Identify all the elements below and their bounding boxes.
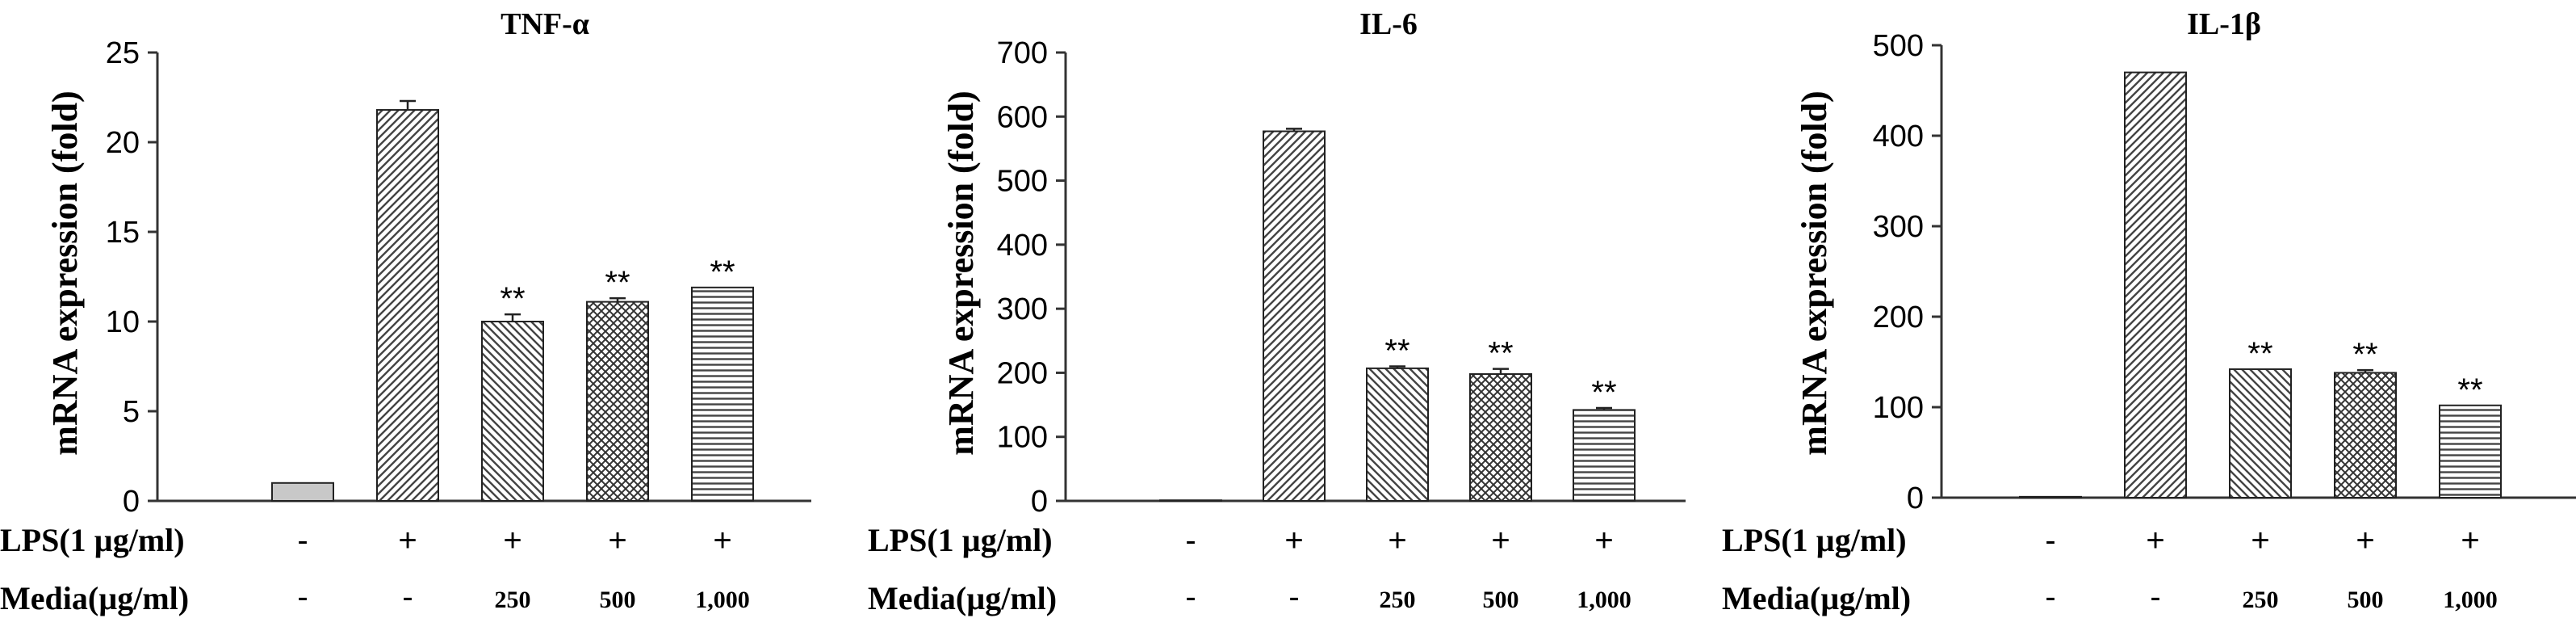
bar	[2334, 372, 2397, 498]
panel-il1b: IL-1β mRNA expression (fold) 0 100 200 300 4…	[1722, 7, 2576, 616]
bar	[2439, 404, 2502, 499]
bar	[376, 109, 439, 502]
lps-condition-label: +	[1284, 523, 1303, 558]
bar	[586, 301, 649, 502]
significance-marker: **	[710, 254, 735, 290]
bar	[2124, 71, 2187, 499]
media-dose-label: -	[1288, 579, 1299, 615]
bar	[271, 482, 334, 502]
lps-condition-label: +	[2356, 523, 2374, 558]
lps-condition-label: -	[2045, 523, 2055, 558]
media-dose-label: 1,000	[2443, 587, 2498, 613]
lps-condition-label: +	[713, 523, 731, 558]
lps-condition-label: +	[398, 523, 417, 558]
significance-marker: **	[2352, 337, 2377, 372]
significance-marker: **	[2457, 372, 2482, 408]
y-axis-label: mRNA expression (fold)	[45, 90, 85, 455]
lps-row-label: LPS(1 µg/ml)	[0, 522, 185, 558]
y-tick-label: 200	[1873, 301, 1924, 334]
media-row-label: Media(µg/ml)	[1722, 580, 1911, 616]
y-tick-label: 300	[1873, 210, 1924, 244]
y-axis-label: mRNA expression (fold)	[1795, 90, 1834, 455]
media-dose-label: 500	[600, 587, 636, 613]
lps-condition-label: +	[608, 523, 626, 558]
significance-marker: **	[1384, 334, 1409, 369]
lps-condition-label: +	[1388, 523, 1406, 558]
lps-row-label: LPS(1 µg/ml)	[1722, 522, 1907, 558]
media-dose-label: 1,000	[695, 587, 750, 613]
media-dose-label: -	[402, 579, 413, 615]
significance-marker: **	[500, 281, 525, 317]
y-tick-label: 400	[997, 229, 1048, 263]
bar	[1366, 367, 1429, 502]
y-tick-label: 0	[1031, 485, 1048, 519]
media-dose-label: 250	[1380, 587, 1416, 613]
lps-condition-label: +	[2146, 523, 2164, 558]
y-tick-label: 500	[1873, 29, 1924, 63]
media-dose-label: 500	[2348, 587, 2384, 613]
y-tick-label: 10	[106, 305, 140, 339]
significance-marker: **	[1591, 375, 1616, 410]
media-row-label: Media(µg/ml)	[868, 580, 1057, 616]
significance-marker: **	[605, 265, 630, 301]
media-dose-label: -	[2045, 579, 2055, 615]
y-tick-label: 15	[106, 216, 140, 250]
media-dose-label: 500	[1483, 587, 1519, 613]
y-tick-label: 100	[1873, 391, 1924, 425]
chart-title: TNF-α	[501, 7, 589, 41]
y-tick-label: 100	[997, 421, 1048, 455]
lps-condition-label: -	[297, 523, 308, 558]
bar	[1159, 499, 1222, 503]
y-tick-label: 500	[997, 165, 1048, 199]
y-tick-label: 600	[997, 100, 1048, 134]
y-tick-label: 0	[123, 485, 140, 519]
lps-condition-label: -	[1185, 523, 1196, 558]
media-row-label: Media(µg/ml)	[0, 580, 189, 616]
lps-condition-label: +	[1491, 523, 1510, 558]
chart-title: IL-6	[1359, 7, 1418, 41]
y-tick-label: 20	[106, 126, 140, 160]
media-dose-label: -	[2150, 579, 2160, 615]
bar	[2019, 495, 2082, 499]
bar	[691, 286, 754, 502]
y-tick-label: 5	[123, 395, 140, 429]
bar	[1469, 373, 1532, 502]
media-dose-label: 1,000	[1577, 587, 1631, 613]
media-dose-label: -	[297, 579, 308, 615]
bar	[1573, 409, 1636, 502]
media-dose-label: 250	[495, 587, 531, 613]
bar	[481, 321, 544, 502]
media-dose-label: -	[1185, 579, 1196, 615]
lps-condition-label: +	[2251, 523, 2269, 558]
y-tick-label: 700	[997, 36, 1048, 70]
panel-tnf: TNF-α mRNA expression (fold) 0510152025 …	[0, 7, 811, 616]
media-dose-label: 250	[2243, 587, 2279, 613]
chart-title: IL-1β	[2187, 7, 2261, 41]
y-tick-label: 300	[997, 292, 1048, 326]
bar	[1263, 130, 1326, 502]
lps-row-label: LPS(1 µg/ml)	[868, 522, 1053, 558]
significance-marker: **	[2247, 336, 2272, 372]
y-tick-label: 0	[1907, 482, 1924, 515]
y-tick-label: 400	[1873, 120, 1924, 153]
panel-il6: IL-6 mRNA expression (fold) 0 100 200 300 40…	[868, 7, 1686, 616]
y-axis-label: mRNA expression (fold)	[941, 90, 981, 455]
y-tick-label: 25	[106, 36, 140, 70]
significance-marker: **	[1488, 336, 1513, 372]
lps-condition-label: +	[1594, 523, 1613, 558]
y-tick-label: 200	[997, 356, 1048, 390]
bar	[2229, 368, 2292, 498]
lps-condition-label: +	[503, 523, 521, 558]
lps-condition-label: +	[2461, 523, 2479, 558]
